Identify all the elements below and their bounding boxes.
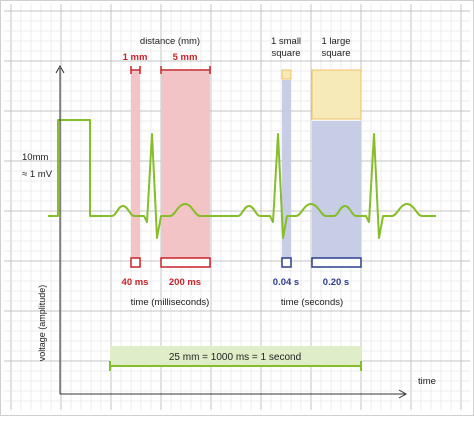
small-square-sample bbox=[281, 69, 292, 80]
one-second-bracket bbox=[109, 361, 362, 371]
large-square-label-line2: square bbox=[321, 48, 350, 59]
s004-label: 0.04 s bbox=[273, 277, 299, 288]
scale-bar-label: 25 mm = 1000 ms = 1 second bbox=[169, 352, 301, 363]
s020-marker bbox=[311, 257, 362, 268]
ms200-label: 200 ms bbox=[169, 277, 201, 288]
distance-label: distance (mm) bbox=[140, 36, 200, 47]
s004-marker bbox=[281, 257, 292, 268]
one-second-band bbox=[110, 346, 361, 365]
distance-brackets bbox=[130, 66, 211, 74]
ecg-trace bbox=[48, 119, 436, 239]
time-ms-label: time (milliseconds) bbox=[131, 297, 210, 308]
calibration-label-line2: ≈ 1 mV bbox=[22, 169, 53, 180]
large-square-time-highlight bbox=[312, 121, 361, 259]
one-mm-highlight bbox=[131, 71, 140, 261]
large-square-label-line1: 1 large bbox=[321, 36, 350, 47]
small-square-highlight bbox=[282, 80, 291, 259]
time-s-label: time (seconds) bbox=[281, 297, 343, 308]
five-mm-label: 5 mm bbox=[173, 52, 198, 63]
s020-label: 0.20 s bbox=[323, 277, 349, 288]
ms40-marker bbox=[130, 257, 141, 268]
small-square-label-line2: square bbox=[271, 48, 300, 59]
x-axis-label: time bbox=[418, 376, 436, 387]
five-mm-highlight bbox=[161, 71, 210, 261]
calibration-label-line1: 10mm bbox=[22, 152, 48, 163]
small-square-label-line1: 1 small bbox=[271, 36, 301, 47]
axes bbox=[55, 64, 408, 399]
large-square-sample bbox=[311, 69, 362, 120]
ms40-label: 40 ms bbox=[122, 277, 149, 288]
one-mm-label: 1 mm bbox=[123, 52, 148, 63]
ms200-marker bbox=[160, 257, 211, 268]
y-axis-label: voltage (amplitude) bbox=[37, 285, 47, 362]
